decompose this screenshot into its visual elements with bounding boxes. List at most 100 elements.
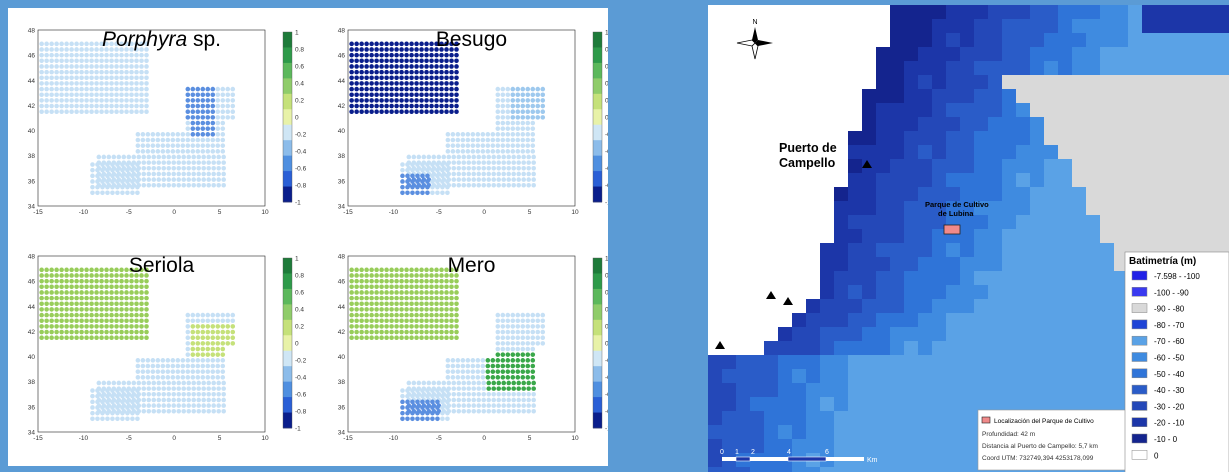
grid-cell-marker — [64, 52, 69, 58]
grid-cell-marker — [535, 341, 541, 346]
grid-cell-marker — [146, 182, 152, 188]
grid-cell-marker — [364, 284, 369, 290]
grid-cell-marker — [190, 352, 196, 357]
bathymetry-cell — [1002, 117, 1017, 132]
grid-cell-marker — [44, 64, 49, 69]
grid-cell-marker — [230, 103, 236, 109]
bathymetry-cell — [1058, 145, 1073, 160]
grid-cell-marker — [39, 41, 44, 47]
bathymetry-cell — [1044, 327, 1059, 342]
grid-cell-marker — [364, 324, 369, 329]
grid-cell-marker — [114, 109, 119, 115]
grid-cell-marker — [515, 324, 521, 329]
grid-cell-marker — [449, 75, 454, 81]
y-tick-label: 44 — [338, 304, 346, 311]
grid-cell-marker — [394, 273, 399, 278]
grid-cell-marker — [460, 358, 466, 363]
grid-cell-marker — [200, 115, 206, 120]
bathymetry-cell — [1184, 145, 1199, 160]
grid-cell-marker — [409, 290, 414, 295]
grid-cell-marker — [454, 301, 459, 307]
bathymetry-cell — [932, 201, 947, 216]
grid-cell-marker — [409, 58, 414, 64]
grid-cell-marker — [141, 408, 147, 414]
grid-cell-marker — [359, 284, 364, 290]
grid-cell-marker — [491, 391, 497, 397]
grid-cell-marker — [419, 295, 424, 301]
bathymetry-cell — [834, 215, 849, 230]
grid-cell-marker — [211, 391, 216, 397]
grid-cell-marker — [74, 81, 79, 86]
bathymetry-cell — [876, 145, 891, 160]
bathymetry-cell — [848, 201, 863, 216]
grid-cell-marker — [354, 52, 359, 58]
grid-cell-marker — [456, 403, 462, 408]
grid-cell-marker — [144, 273, 149, 278]
grid-cell-marker — [520, 132, 526, 137]
grid-cell-marker — [181, 403, 187, 408]
grid-cell-marker — [135, 167, 140, 173]
grid-cell-marker — [216, 165, 221, 171]
bathymetry-cell — [1156, 61, 1171, 76]
grid-cell-marker — [454, 278, 459, 284]
grid-cell-marker — [426, 154, 432, 160]
bathymetry-cell — [918, 187, 933, 202]
grid-cell-marker — [84, 69, 89, 75]
grid-cell-marker — [444, 75, 449, 81]
bathymetry-cell — [1100, 117, 1115, 132]
grid-cell-marker — [59, 103, 64, 109]
bathymetry-cell — [750, 355, 765, 370]
grid-cell-marker — [414, 75, 419, 81]
grid-cell-marker — [505, 103, 511, 109]
grid-cell-marker — [135, 388, 140, 393]
grid-cell-marker — [471, 380, 477, 386]
grid-cell-marker — [449, 335, 454, 341]
grid-cell-marker — [125, 405, 130, 410]
grid-cell-marker — [99, 324, 104, 329]
grid-cell-marker — [476, 160, 482, 165]
grid-cell-marker — [220, 115, 226, 120]
bathymetry-cell — [890, 341, 905, 356]
grid-cell-marker — [435, 173, 440, 179]
grid-cell-marker — [511, 391, 517, 397]
bathymetry-cell — [778, 411, 793, 426]
bathymetry-cell — [722, 383, 737, 398]
grid-cell-marker — [530, 86, 536, 92]
grid-cell-marker — [100, 393, 105, 399]
bathymetry-cell — [1016, 5, 1031, 20]
bathymetry-cell — [890, 397, 905, 412]
grid-cell-marker — [230, 109, 236, 115]
colorbar-segment — [283, 273, 292, 290]
colorbar-segment — [283, 124, 292, 141]
bathymetry-cell — [1016, 313, 1031, 328]
bathymetry-cell — [1100, 229, 1115, 244]
bathymetry-cell — [904, 243, 919, 258]
grid-cell-marker — [84, 267, 89, 273]
grid-cell-marker — [424, 98, 429, 103]
grid-cell-marker — [510, 98, 516, 103]
grid-cell-marker — [191, 182, 197, 188]
grid-cell-marker — [444, 98, 449, 103]
bathymetry-cell — [918, 327, 933, 342]
grid-cell-marker — [520, 98, 526, 103]
grid-cell-marker — [404, 301, 409, 307]
grid-cell-marker — [146, 403, 152, 408]
bathymetry-cell — [932, 313, 947, 328]
grid-cell-marker — [394, 41, 399, 47]
grid-cell-marker — [349, 295, 354, 301]
grid-cell-marker — [530, 329, 536, 335]
grid-cell-marker — [195, 363, 201, 369]
grid-cell-marker — [84, 41, 89, 47]
bathymetry-cell — [736, 425, 751, 440]
grid-cell-marker — [410, 173, 415, 179]
grid-cell-marker — [399, 335, 404, 341]
bathymetry-cell — [1072, 229, 1087, 244]
grid-cell-marker — [429, 109, 434, 115]
grid-cell-marker — [54, 318, 59, 324]
grid-cell-marker — [144, 92, 149, 98]
grid-cell-marker — [505, 358, 511, 363]
grid-cell-marker — [64, 273, 69, 278]
grid-cell-marker — [501, 165, 507, 171]
bathymetry-cell — [1184, 201, 1199, 216]
grid-cell-marker — [515, 329, 521, 335]
